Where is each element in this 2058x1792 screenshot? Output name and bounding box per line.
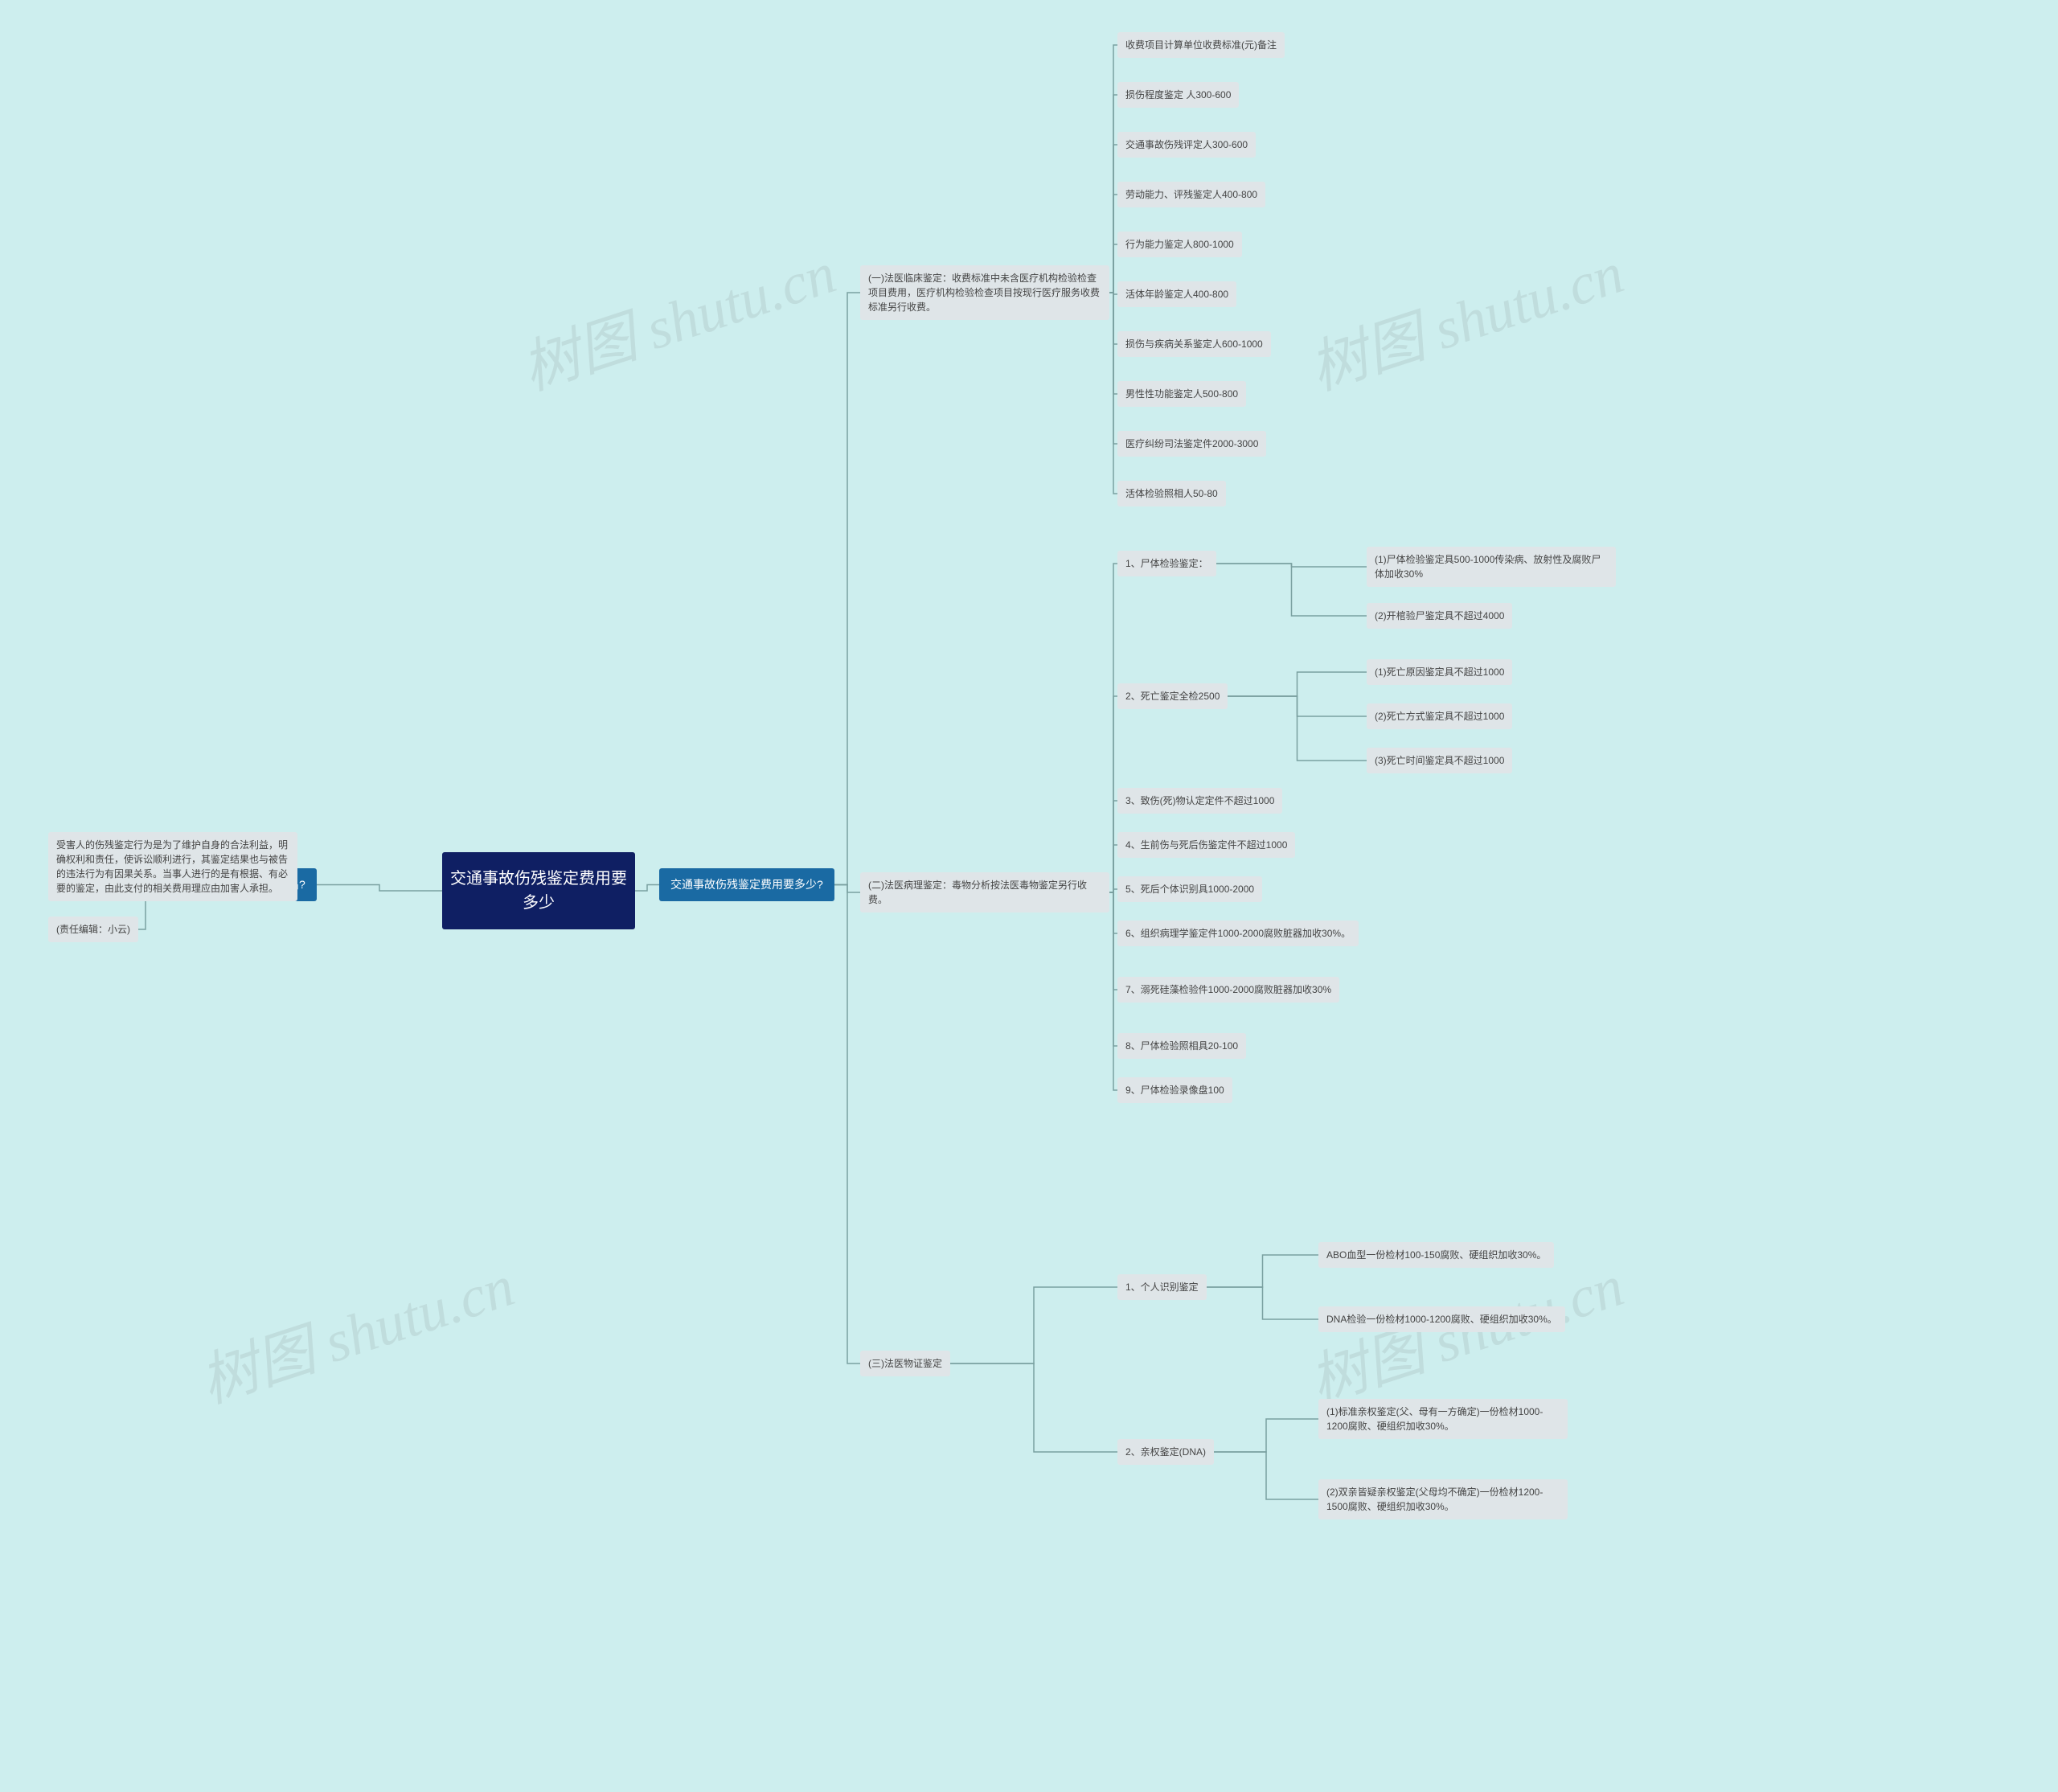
section2-group: 8、尸体检验照相具20-100 [1117,1033,1246,1059]
right-branch: 交通事故伤残鉴定费用要多少? [659,868,834,901]
watermark: 树图 shutu.cn [510,225,845,406]
section3-group: 2、亲权鉴定(DNA) [1117,1439,1214,1465]
section1-item: 男性性功能鉴定人500-800 [1117,381,1246,407]
section2-subitem: (3)死亡时间鉴定具不超过1000 [1367,748,1512,773]
section2-subitem: (2)开棺验尸鉴定具不超过4000 [1367,603,1512,629]
root-node: 交通事故伤残鉴定费用要多少 [442,852,635,929]
section1-item: 医疗纠纷司法鉴定件2000-3000 [1117,431,1266,457]
section2-group: 6、组织病理学鉴定件1000-2000腐败脏器加收30%。 [1117,921,1359,946]
section1-item: 劳动能力、评残鉴定人400-800 [1117,182,1265,207]
section1-item: 行为能力鉴定人800-1000 [1117,232,1242,257]
section2-group: 4、生前伤与死后伤鉴定件不超过1000 [1117,832,1295,858]
section2-group: 9、尸体检验录像盘100 [1117,1077,1232,1103]
watermark: 树图 shutu.cn [188,1238,523,1419]
section1-item: 交通事故伤残评定人300-600 [1117,132,1256,158]
section3-group: 1、个人识别鉴定 [1117,1274,1207,1300]
section3-subitem: DNA检验一份检材1000-1200腐败、硬组织加收30%。 [1318,1306,1565,1332]
section2-subitem: (1)尸体检验鉴定具500-1000传染病、放射性及腐败尸体加收30% [1367,547,1616,587]
left-leaf: 受害人的伤残鉴定行为是为了维护自身的合法利益，明确权利和责任，使诉讼顺利进行，其… [48,832,297,901]
section1-item: 活体年龄鉴定人400-800 [1117,281,1236,307]
section2-group: 7、溺死硅藻检验件1000-2000腐败脏器加收30% [1117,977,1339,1003]
left-leaf: (责任编辑：小云) [48,917,138,942]
section2-subitem: (2)死亡方式鉴定具不超过1000 [1367,703,1512,729]
section1-title: (一)法医临床鉴定：收费标准中未含医疗机构检验检查项目费用，医疗机构检验检查项目… [860,265,1109,320]
section3-subitem: ABO血型一份检材100-150腐败、硬组织加收30%。 [1318,1242,1554,1268]
section1-item: 损伤与疾病关系鉴定人600-1000 [1117,331,1271,357]
section2-subitem: (1)死亡原因鉴定具不超过1000 [1367,659,1512,685]
watermark: 树图 shutu.cn [1298,225,1633,406]
section2-group: 3、致伤(死)物认定定件不超过1000 [1117,788,1282,814]
section3-subitem: (1)标准亲权鉴定(父、母有一方确定)一份检材1000-1200腐败、硬组织加收… [1318,1399,1568,1439]
section1-item: 活体检验照相人50-80 [1117,481,1226,506]
section2-title: (二)法医病理鉴定：毒物分析按法医毒物鉴定另行收费。 [860,872,1109,912]
section3-subitem: (2)双亲皆疑亲权鉴定(父母均不确定)一份检材1200-1500腐败、硬组织加收… [1318,1479,1568,1519]
section2-group: 1、尸体检验鉴定： [1117,551,1216,576]
mindmap-canvas: 树图 shutu.cn 树图 shutu.cn 树图 shutu.cn 树图 s… [0,0,2058,1792]
section1-item: 损伤程度鉴定 人300-600 [1117,82,1239,108]
section1-item: 收费项目计算单位收费标准(元)备注 [1117,32,1285,58]
section2-group: 5、死后个体识别具1000-2000 [1117,876,1262,902]
section2-group: 2、死亡鉴定全检2500 [1117,683,1228,709]
section3-title: (三)法医物证鉴定 [860,1351,950,1376]
